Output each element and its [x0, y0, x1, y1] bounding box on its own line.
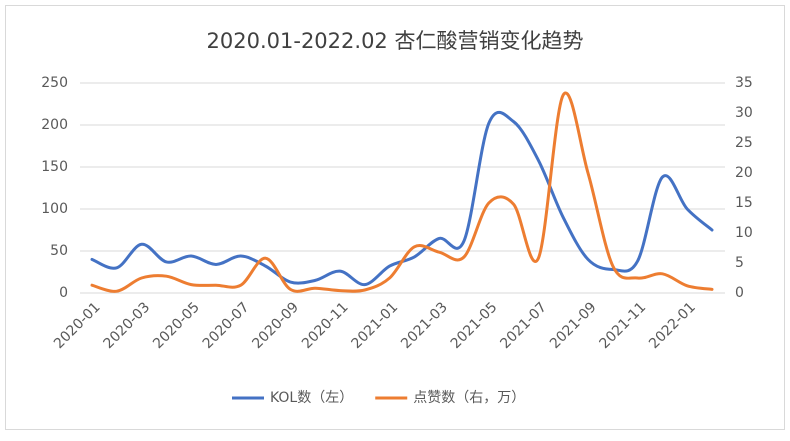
y2-tick-label: 0 — [735, 285, 744, 301]
y-tick-label: 50 — [50, 243, 68, 259]
y2-tick-label: 35 — [735, 75, 753, 91]
y2-tick-label: 20 — [735, 165, 753, 181]
data-line — [90, 110, 714, 287]
y2-tick-label: 10 — [735, 225, 753, 241]
y2-tick-label: 30 — [735, 105, 753, 121]
y2-tick-label: 25 — [735, 135, 753, 151]
y-tick-label: 250 — [41, 75, 68, 91]
y2-tick-label: 15 — [735, 195, 753, 211]
chart-title: 2020.01-2022.02 杏仁酸营销变化趋势 — [207, 29, 584, 53]
y-tick-label: 150 — [41, 159, 68, 175]
y-tick-label: 0 — [59, 285, 68, 301]
data-line — [90, 91, 714, 293]
y-tick-label: 200 — [41, 117, 68, 133]
y-tick-label: 100 — [41, 201, 68, 217]
legend-label: 点赞数（右，万） — [413, 390, 525, 406]
y2-tick-label: 5 — [735, 255, 744, 271]
legend-label: KOL数（左） — [270, 390, 353, 406]
chart-border — [5, 5, 785, 430]
